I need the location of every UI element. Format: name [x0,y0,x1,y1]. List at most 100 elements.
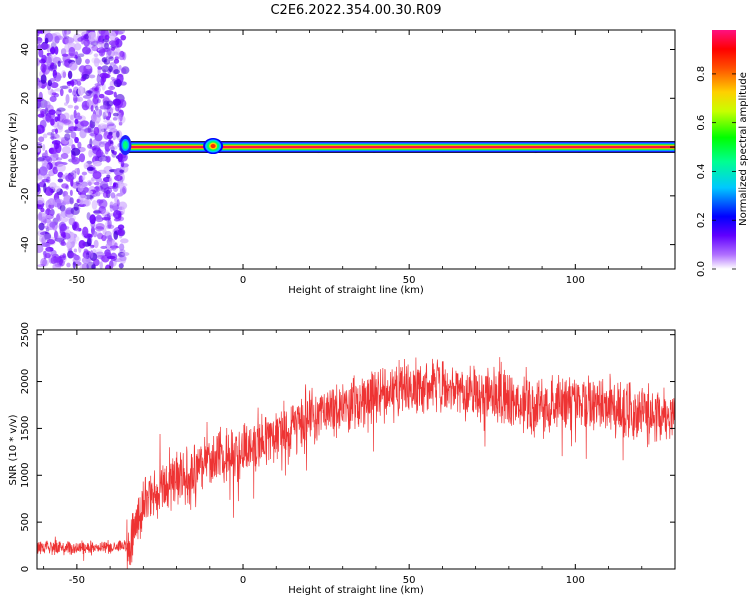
noise-speckle [52,185,61,193]
noise-speckle [71,147,81,156]
colorbar-tick-label: 0.4 [696,163,707,179]
noise-speckle [109,31,117,41]
noise-speckle [98,156,107,162]
noise-speckle [112,112,119,117]
y-tick-label: -40 [20,236,31,252]
noise-speckle [112,130,117,141]
noise-speckle [77,146,86,153]
noise-speckle [92,138,102,147]
noise-speckle [104,221,111,230]
noise-speckle [66,262,71,268]
noise-speckle [43,225,49,229]
noise-speckle [94,226,104,232]
noise-speckle [37,156,47,162]
noise-speckle [61,119,70,124]
noise-speckle [106,100,114,107]
noise-speckle [59,217,69,223]
y-tick-label: 1000 [20,463,31,488]
noise-speckle [111,245,117,251]
noise-speckle [107,234,113,242]
noise-speckle [44,210,48,215]
noise-speckle [104,34,110,40]
noise-speckle [118,181,125,190]
noise-speckle [57,119,64,130]
noise-speckle [118,64,122,71]
noise-speckle [112,209,122,219]
noise-speckle [98,30,106,35]
noise-speckle [48,169,56,177]
noise-speckle [85,58,90,65]
noise-speckle [94,105,99,111]
noise-speckle [45,112,52,123]
noise-speckle [118,263,124,269]
x-tick-label: 0 [240,575,246,586]
noise-speckle [68,126,78,132]
noise-speckle [52,152,59,158]
noise-speckle [64,30,69,36]
noise-speckle [89,246,94,250]
noise-speckle [81,256,91,264]
spectrogram-panel: -50 0 50 100 -40 -20 0 20 40 Height of straight… [8,29,676,296]
noise-speckle [89,138,93,148]
noise-speckle [42,67,46,76]
noise-speckle [104,141,111,152]
noise-speckle [89,214,96,225]
heatmap-frame [36,29,676,270]
noise-speckle [43,183,47,194]
noise-speckle [45,213,54,220]
colorbar-label: Normalized spectral amplitude [738,72,749,226]
noise-speckle [106,55,111,64]
noise-speckle [57,178,64,183]
noise-speckle [37,174,43,180]
noise-speckle [44,37,49,44]
noise-speckle [120,160,125,168]
noise-speckle [79,263,88,269]
noise-speckle [38,222,45,231]
noise-speckle [43,232,52,241]
y-tick-label: 20 [20,92,31,105]
noise-speckle [121,251,130,256]
x-tick-label: 100 [566,575,585,586]
noise-speckle [59,259,65,267]
noise-speckle [109,80,114,88]
noise-speckle [48,147,58,155]
noise-speckle [108,145,118,151]
noise-speckle [105,264,112,269]
noise-speckle [43,100,51,109]
noise-speckle [94,83,102,87]
noise-speckle [61,183,69,189]
noise-speckle [101,65,110,73]
noise-speckle [108,56,114,61]
noise-speckle [99,261,103,269]
noise-speckle [96,86,101,93]
noise-speckle [87,190,93,195]
noise-speckle [46,132,53,136]
x-tick-label: -50 [69,575,85,586]
noise-speckle [37,36,43,44]
noise-speckle [80,120,89,127]
noise-speckle [40,258,47,267]
noise-speckle [109,205,114,212]
noise-speckle [78,194,87,201]
noise-speckle [60,240,65,246]
noise-speckle [108,65,113,73]
noise-speckle [111,106,115,111]
noise-speckle [53,142,60,149]
noise-speckle [50,42,57,49]
noise-speckle [49,95,57,103]
noise-speckle [96,232,104,240]
noise-speckle [51,133,60,139]
noise-speckle [68,248,73,258]
noise-speckle [91,45,99,52]
noise-speckle [59,255,66,259]
noise-speckle [70,170,77,180]
noise-speckle [64,133,71,141]
noise-speckle [41,152,49,157]
noise-speckle [92,231,98,238]
heatmap-y-ticks: -40 -20 0 20 40 [20,43,675,253]
noise-speckle [73,248,78,253]
noise-speckle [121,66,130,75]
noise-speckle [51,92,57,96]
noise-speckle [54,230,58,240]
